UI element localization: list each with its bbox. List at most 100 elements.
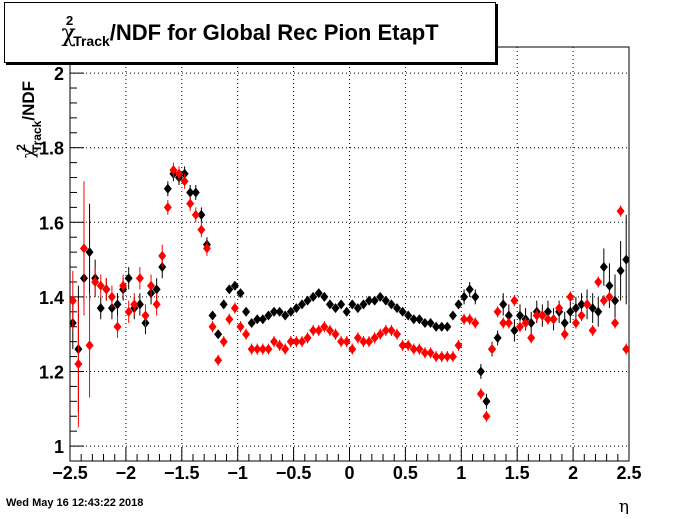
data-point [393,303,402,314]
data-point [163,202,172,213]
data-point [331,303,340,314]
y-tick-label: 1 [54,437,64,457]
data-point [454,340,463,351]
data-point [124,306,133,317]
data-point [594,276,603,287]
data-point [448,351,457,362]
data-point [70,318,77,328]
data-point [331,329,340,340]
data-point [91,276,100,287]
data-point [404,310,413,321]
data-point [599,295,608,306]
x-axis-label: η [619,497,629,514]
data-point [74,359,83,370]
data-point [443,321,452,332]
data-point [611,318,620,328]
data-point [191,209,200,220]
data-point [180,176,189,187]
data-point [107,291,116,302]
data-point [325,299,334,310]
x-tick-label: −2 [116,463,137,483]
data-point [214,355,223,366]
data-point [566,306,575,317]
data-point [219,299,228,310]
data-point [622,254,629,265]
data-point [616,206,625,217]
data-point [303,332,312,343]
data-point [186,198,195,209]
data-point [376,291,385,302]
x-tick-label: 2 [568,463,578,483]
data-point [605,280,614,291]
x-tick-label: 0 [344,463,354,483]
data-point [432,351,441,362]
data-point [96,303,105,314]
data-point [527,332,536,343]
data-point [275,340,284,351]
data-point [85,247,94,258]
data-point [471,291,480,302]
data-point [426,347,435,358]
data-point [314,288,323,299]
data-point [387,299,396,310]
data-point [465,284,474,295]
y-tick-label: 1.8 [39,139,64,159]
y-tick-label: 1.6 [39,213,64,233]
data-point [320,291,329,302]
data-point [381,295,390,306]
data-point [309,291,318,302]
series-red [70,162,629,428]
data-point [493,306,502,317]
data-point [297,336,306,347]
data-point [499,299,508,310]
data-point [420,347,429,358]
data-point [258,314,267,325]
data-point [309,325,318,336]
data-point [476,388,485,399]
data-point [515,310,524,321]
data-point [79,243,88,254]
chart-title: χ 2 Track /NDF for Global Rec Pion EtapT [5,3,495,62]
data-point [264,310,273,321]
data-point [247,318,256,328]
data-point [152,299,161,310]
data-point [370,295,379,306]
data-point [197,224,206,235]
data-point [348,344,357,355]
data-point [152,284,161,295]
data-point [488,344,497,355]
x-tick-label: 2.5 [616,463,641,483]
data-point [253,344,262,355]
data-point [471,318,480,328]
data-point [571,318,580,328]
data-point [219,336,228,347]
data-point [543,306,552,317]
data-point [208,321,217,332]
data-point [515,321,524,332]
data-point [242,329,251,340]
data-point [236,288,245,299]
data-point [297,299,306,310]
data-point [281,344,290,355]
data-point [359,299,368,310]
axis-ticks [69,57,630,462]
data-point [85,340,94,351]
title-subscript: Track [73,32,110,49]
data-point [113,299,122,310]
data-point [342,306,351,317]
data-point [169,165,178,176]
data-point [415,344,424,355]
x-tick-label: −1 [227,463,248,483]
data-point [432,321,441,332]
data-point [337,336,346,347]
data-point [482,396,491,407]
data-point [476,366,485,377]
data-point [588,303,597,314]
data-point [398,306,407,317]
x-tick-label: 0.5 [393,463,418,483]
data-point [359,336,368,347]
data-point [303,295,312,306]
data-point [270,336,279,347]
data-point [616,265,625,276]
